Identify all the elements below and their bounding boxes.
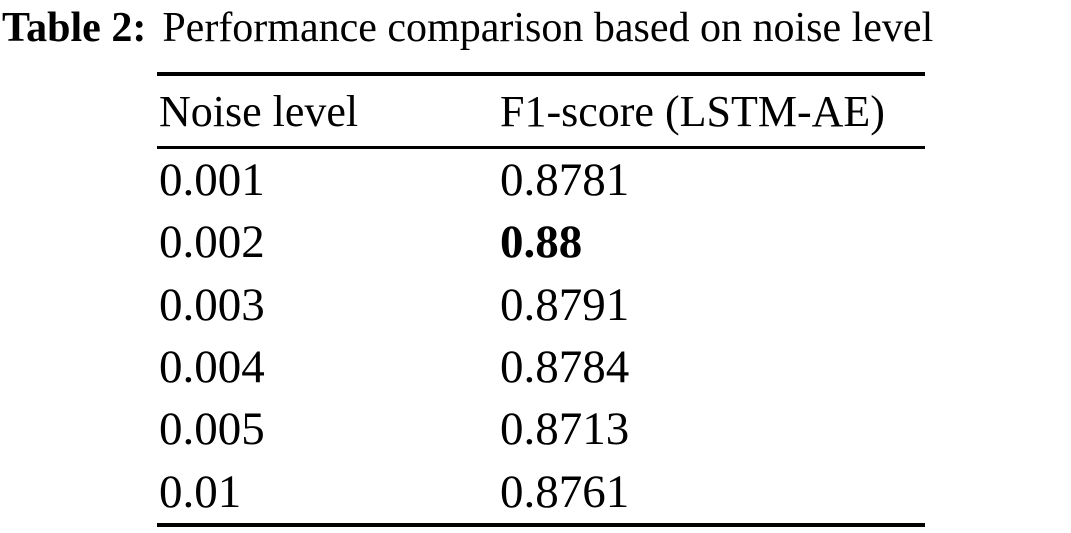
table-row: 0.002 0.88 — [157, 211, 925, 273]
table-row: 0.004 0.8784 — [157, 336, 925, 398]
column-header-noise-level: Noise level — [159, 86, 359, 136]
cell-f1-score: 0.8761 — [500, 465, 630, 518]
table-row: 0.005 0.8713 — [157, 398, 925, 460]
cell-f1-score: 0.8784 — [500, 341, 630, 394]
table-caption: Table 2: Performance comparison based on … — [2, 2, 1071, 54]
cell-noise-level: 0.001 — [159, 154, 265, 207]
cell-noise-level: 0.002 — [159, 216, 265, 269]
table-row: 0.003 0.8791 — [157, 274, 925, 336]
table-header-row: Noise level F1-score (LSTM-AE) — [157, 76, 925, 149]
table-body: 0.001 0.8781 0.002 0.88 0.003 0.8791 0.004 0.87… — [157, 149, 925, 523]
cell-noise-level: 0.003 — [159, 278, 265, 331]
table-row: 0.001 0.8781 — [157, 149, 925, 211]
cell-noise-level: 0.004 — [159, 341, 265, 394]
cell-f1-score: 0.88 — [500, 216, 583, 269]
cell-noise-level: 0.01 — [159, 465, 242, 518]
table-caption-label: Table 2: — [2, 5, 147, 51]
cell-f1-score: 0.8713 — [500, 403, 630, 456]
cell-f1-score: 0.8791 — [500, 278, 630, 331]
cell-f1-score: 0.8781 — [500, 154, 630, 207]
column-header-f1-score: F1-score (LSTM-AE) — [500, 86, 885, 136]
cell-noise-level: 0.005 — [159, 403, 265, 456]
table-caption-text: Performance comparison based on noise le… — [162, 5, 934, 51]
results-table: Noise level F1-score (LSTM-AE) 0.001 0.87… — [157, 72, 925, 527]
table-row: 0.01 0.8761 — [157, 460, 925, 522]
